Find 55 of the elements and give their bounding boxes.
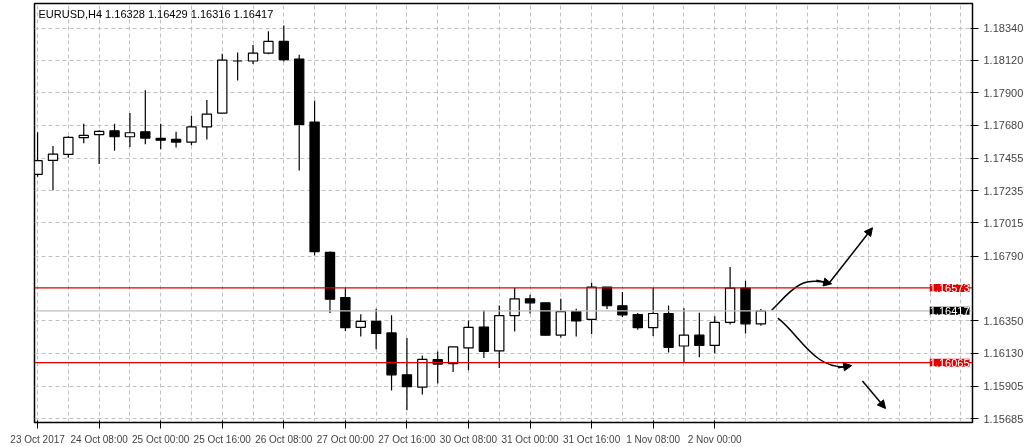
x-tick-label: 2 Nov 00:00 <box>687 433 743 445</box>
x-tick-label: 1 Nov 08:00 <box>626 433 681 445</box>
candlestick <box>232 52 243 82</box>
candlestick <box>401 337 413 411</box>
candlestick <box>555 298 567 339</box>
y-tick-label: 1.17455 <box>983 152 1024 165</box>
candlestick <box>34 131 43 178</box>
candlestick <box>355 313 366 338</box>
candlestick <box>63 135 74 159</box>
ref-line-label: 1.16417 <box>929 304 970 317</box>
x-tick-label: 25 Oct 16:00 <box>193 433 252 445</box>
y-tick-label: 1.17235 <box>983 184 1024 197</box>
x-tick-label: 27 Oct 16:00 <box>378 433 436 445</box>
candlestick <box>370 308 382 350</box>
candlestick <box>201 99 213 140</box>
candlestick <box>124 112 136 148</box>
x-tick-label: 31 Oct 16:00 <box>562 433 621 445</box>
candlestick <box>278 24 290 63</box>
ref-line-label: 1.16065 <box>929 356 970 369</box>
y-tick-label: 1.15685 <box>983 412 1024 425</box>
y-tick-label: 1.16350 <box>983 314 1024 327</box>
candlestick <box>571 308 582 338</box>
x-tick-label: 31 Oct 00:00 <box>501 433 560 445</box>
y-tick-label: 1.16130 <box>983 347 1024 360</box>
candlestick <box>678 307 690 364</box>
y-tick-label: 1.18120 <box>983 54 1024 67</box>
candlestick <box>509 287 520 333</box>
candlestick <box>170 131 182 149</box>
x-tick-label: 26 Oct 08:00 <box>255 433 313 445</box>
y-tick-label: 1.17900 <box>983 86 1024 99</box>
y-tick-label: 1.18340 <box>983 22 1024 35</box>
candlestick <box>447 346 459 373</box>
chart-title: EURUSD,H4 1.16328 1.16429 1.16316 1.16417 <box>38 7 274 20</box>
y-tick-label: 1.15905 <box>983 380 1024 393</box>
candlestick <box>647 287 659 337</box>
x-tick-label: 27 Oct 00:00 <box>316 433 375 445</box>
candlestick <box>155 123 166 150</box>
candlestick <box>186 115 197 146</box>
candlestick <box>463 319 474 371</box>
x-tick-label: 30 Oct 08:00 <box>439 433 498 445</box>
candlestick <box>47 145 59 191</box>
candlestick <box>109 123 120 152</box>
candlestick <box>140 89 151 145</box>
ref-line-label: 1.16573 <box>929 281 970 294</box>
x-tick-label: 25 Oct 00:00 <box>132 433 190 445</box>
candlestick <box>78 123 89 144</box>
y-tick-label: 1.16790 <box>983 250 1024 263</box>
y-tick-label: 1.17015 <box>983 216 1024 229</box>
candlestick <box>247 44 259 65</box>
x-tick-label: 23 Oct 2017 <box>10 433 66 445</box>
candlestick <box>709 315 720 354</box>
x-tick-label: 24 Oct 08:00 <box>70 433 129 445</box>
y-tick-label: 1.17680 <box>983 119 1024 132</box>
candlestick <box>524 294 536 315</box>
candlestick <box>694 312 705 358</box>
